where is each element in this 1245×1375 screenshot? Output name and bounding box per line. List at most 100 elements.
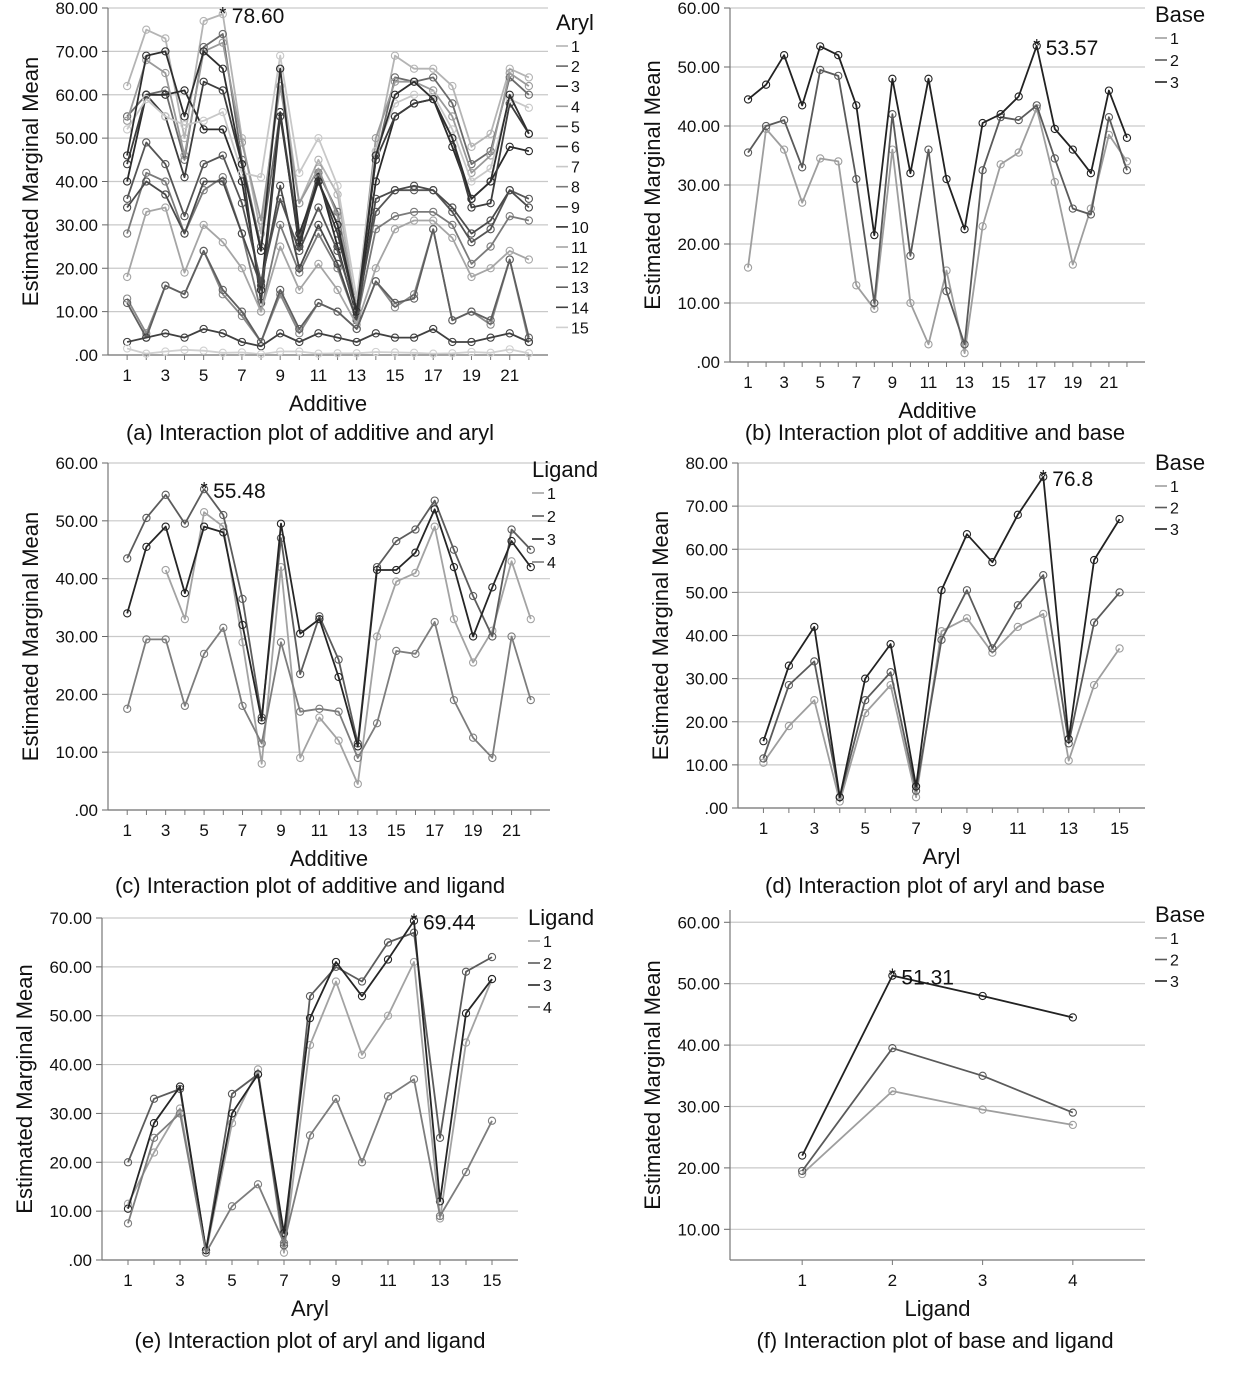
- data-point: [296, 629, 305, 638]
- chart-panel-c: .00 10.00 20.00 30.00 40.00 50.00 60.00 1 3 5 7 9 11…: [0, 454, 620, 910]
- x-tick-label: 15: [1110, 819, 1129, 838]
- data-point: [409, 348, 419, 357]
- data-point: [524, 146, 534, 156]
- data-point: [180, 229, 189, 238]
- data-point: [524, 103, 534, 112]
- data-point: [988, 644, 997, 653]
- data-point: [295, 264, 304, 273]
- data-point: [218, 285, 227, 295]
- data-point: [123, 1219, 133, 1228]
- data-point: [486, 264, 495, 273]
- caption-b: (b) Interaction plot of additive and bas…: [744, 420, 1126, 445]
- y-tick-label: .00: [74, 801, 98, 820]
- legend-entry-label: 13: [571, 280, 589, 297]
- data-point: [175, 1084, 185, 1094]
- data-point: [142, 177, 151, 186]
- data-point: [834, 157, 843, 166]
- data-point: [524, 129, 534, 138]
- data-point: [467, 307, 476, 316]
- chart-panel-b: .00 10.00 20.00 30.00 40.00 50.00 60.00 1 3 5 7 9 11…: [625, 0, 1245, 455]
- data-point: [253, 1070, 263, 1079]
- data-point: [1115, 588, 1124, 597]
- data-point: [314, 155, 323, 164]
- data-point: [924, 74, 933, 83]
- series-line-6: [126, 80, 530, 313]
- data-point: [505, 90, 514, 99]
- data-point: [352, 324, 361, 334]
- y-tick-label: 50.00: [55, 512, 98, 531]
- data-point: [314, 164, 323, 173]
- data-point: [1013, 601, 1022, 610]
- legend-entry-label: 1: [543, 934, 552, 951]
- data-point: [142, 138, 151, 147]
- series-line-2: [747, 69, 1128, 346]
- data-point: [122, 194, 132, 203]
- data-point: [227, 1119, 237, 1128]
- data-point: [371, 225, 380, 234]
- series-line-3: [747, 45, 1128, 237]
- data-point: [122, 294, 132, 303]
- data-point: [314, 133, 323, 143]
- y-tick-label: .00: [68, 1251, 92, 1270]
- data-point: [161, 190, 170, 199]
- data-point: [448, 203, 457, 212]
- data-point: [429, 94, 438, 104]
- data-point: [392, 536, 401, 546]
- data-point: [218, 177, 227, 186]
- data-point: [276, 519, 286, 528]
- data-point: [383, 938, 393, 947]
- data-point: [1089, 555, 1099, 565]
- data-point: [276, 112, 285, 121]
- data-point: [486, 242, 495, 251]
- data-point: [161, 203, 170, 212]
- x-tick-label: 19: [464, 821, 483, 840]
- y-axis-title: Estimated Marginal Mean: [18, 57, 43, 306]
- data-point: [383, 1011, 393, 1020]
- y-tick-label: 10.00: [49, 1202, 92, 1221]
- data-point: [448, 233, 457, 243]
- series-line-13: [126, 228, 530, 343]
- data-point: [486, 316, 495, 325]
- data-point: [448, 337, 457, 347]
- legend-title: Ligand: [532, 457, 598, 482]
- data-point: [390, 112, 400, 121]
- data-point: [161, 347, 170, 356]
- data-point: [218, 9, 227, 19]
- data-point: [461, 1009, 471, 1018]
- data-point: [161, 47, 170, 56]
- data-point: [888, 74, 897, 83]
- x-tick-label: 13: [431, 1271, 450, 1290]
- data-point: [861, 674, 870, 683]
- legend-entry-label: 2: [571, 59, 580, 76]
- y-axis-title: Estimated Marginal Mean: [18, 512, 43, 761]
- data-point: [237, 199, 247, 208]
- data-point: [435, 1211, 445, 1221]
- series-line-1: [164, 511, 532, 785]
- data-point: [526, 562, 535, 572]
- x-tick-label: 5: [199, 821, 208, 840]
- data-point: [461, 1167, 471, 1177]
- data-point: [526, 614, 535, 624]
- y-tick-label: 80.00: [55, 0, 98, 18]
- data-point: [467, 142, 476, 151]
- data-point: [486, 216, 495, 225]
- chart-panel-e: .00 10.00 20.00 30.00 40.00 50.00 60.00 70.00 1 3…: [0, 905, 620, 1365]
- caption-d: (d) Interaction plot of aryl and base: [765, 873, 1105, 898]
- data-point: [1050, 154, 1059, 163]
- legend-entry-label: 3: [547, 532, 556, 549]
- data-point: [409, 207, 419, 217]
- data-point: [834, 51, 843, 60]
- data-point: [852, 101, 861, 110]
- x-tick-label: 1: [759, 819, 768, 838]
- data-point: [161, 112, 170, 121]
- x-tick-label: 9: [275, 366, 284, 385]
- data-point: [1068, 1108, 1077, 1117]
- data-point: [314, 259, 323, 269]
- data-point: [411, 525, 420, 534]
- data-point: [962, 614, 972, 623]
- data-point: [911, 782, 921, 791]
- x-tick-label: 9: [331, 1271, 340, 1290]
- series-line-14: [126, 328, 530, 348]
- data-point: [276, 51, 285, 60]
